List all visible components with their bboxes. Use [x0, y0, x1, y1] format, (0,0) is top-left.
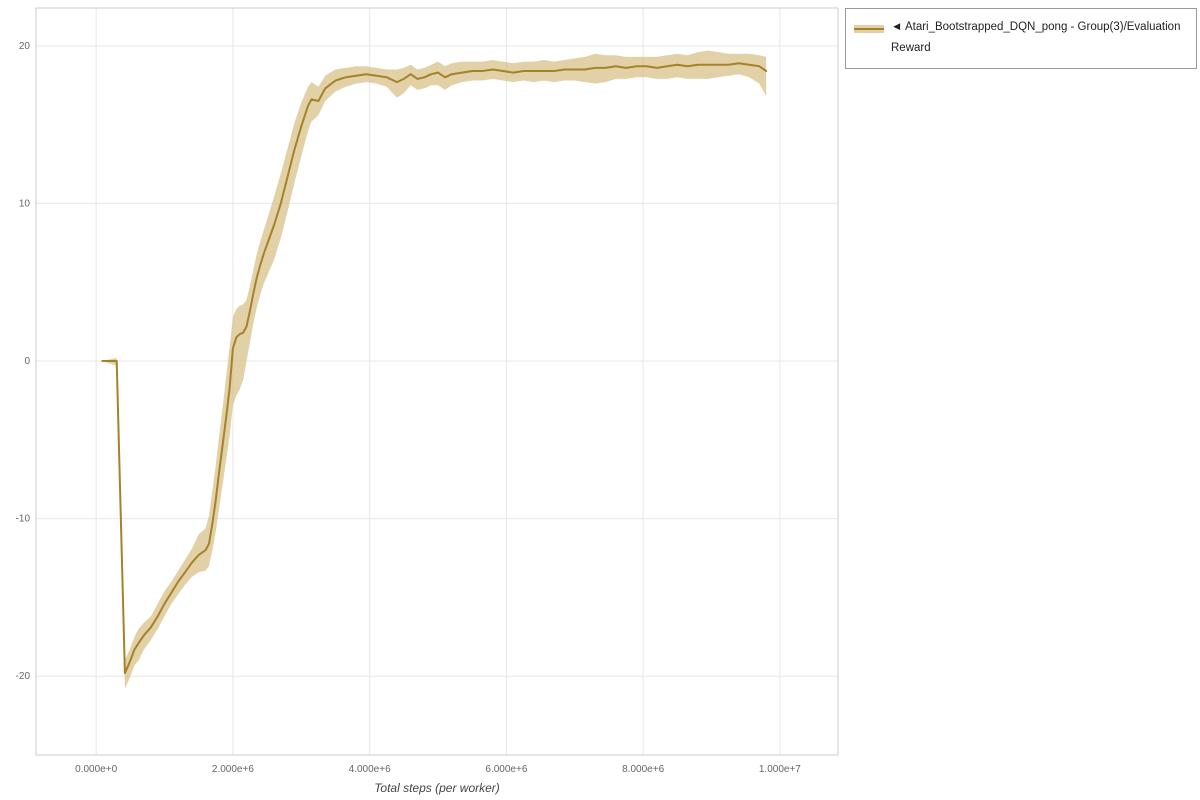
- legend-collapse-icon[interactable]: ◄: [891, 21, 903, 33]
- legend-series-label: Atari_Bootstrapped_DQN_pong - Group(3)/E…: [891, 21, 1181, 54]
- x-tick-label: 0.000e+0: [75, 764, 117, 775]
- y-tick-label: 0: [24, 356, 30, 367]
- x-tick-label: 1.000e+7: [759, 764, 801, 775]
- x-tick-label: 2.000e+6: [212, 764, 254, 775]
- reward-line: [101, 62, 768, 675]
- plot-border: [35, 7, 839, 756]
- y-tick-label: 20: [19, 41, 31, 52]
- x-tick-label: 6.000e+6: [485, 764, 527, 775]
- y-tick-label: 10: [19, 198, 31, 209]
- confidence-band: [102, 50, 767, 689]
- x-tick-label: 8.000e+6: [622, 764, 664, 775]
- y-tick-label: -20: [16, 671, 31, 682]
- y-tick-label: -10: [16, 514, 31, 525]
- x-axis-title: Total steps (per worker): [374, 781, 500, 795]
- x-tick-label: 4.000e+6: [349, 764, 391, 775]
- legend-series-swatch-icon: [854, 22, 884, 44]
- legend[interactable]: ◄ Atari_Bootstrapped_DQN_pong - Group(3)…: [845, 8, 1197, 70]
- legend-entry[interactable]: ◄ Atari_Bootstrapped_DQN_pong - Group(3)…: [891, 17, 1188, 58]
